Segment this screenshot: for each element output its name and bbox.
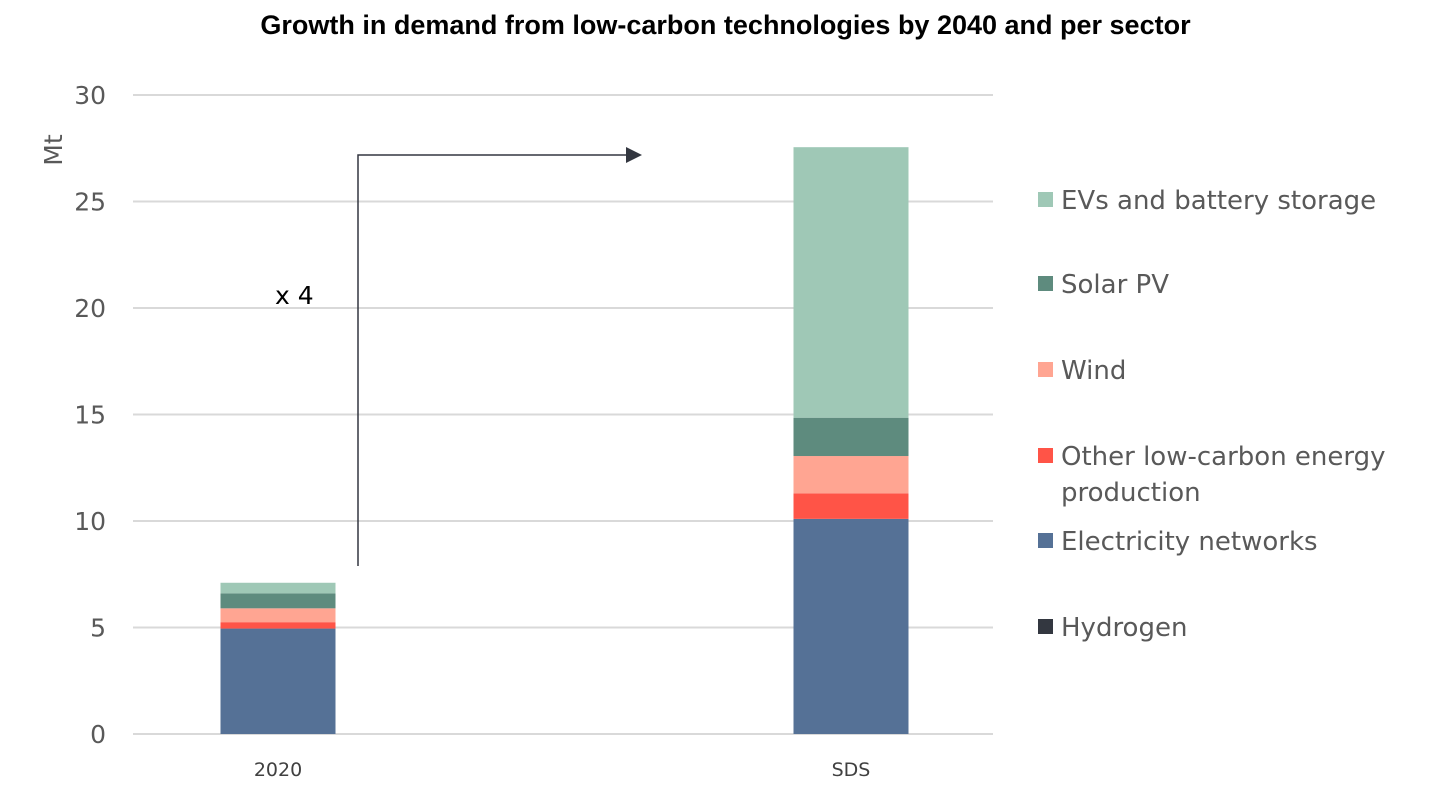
legend-swatch: [1038, 276, 1053, 291]
y-tick-label: 0: [90, 720, 106, 749]
legend-swatch: [1038, 362, 1053, 377]
legend-swatch: [1038, 533, 1053, 548]
legend-label: Hydrogen: [1061, 613, 1187, 643]
legend-label: Other low-carbon energy: [1061, 442, 1386, 472]
growth-annotation: x 4: [275, 281, 314, 310]
legend-label: EVs and battery storage: [1061, 186, 1376, 216]
legend-label: Solar PV: [1061, 270, 1169, 300]
bar-segment: [220, 582, 336, 594]
y-tick-label: 5: [90, 614, 106, 643]
legend-label: production: [1061, 478, 1201, 508]
legend-swatch: [1038, 448, 1053, 463]
chart-title: Growth in demand from low-carbon technol…: [260, 10, 1191, 40]
bar-segment: [220, 593, 336, 609]
y-tick-label: 20: [74, 294, 106, 323]
growth-arrow-head: [626, 147, 642, 163]
bar-segment: [220, 622, 336, 629]
y-tick-label: 10: [74, 507, 106, 536]
y-tick-label: 25: [74, 188, 106, 217]
legend-swatch: [1038, 619, 1053, 634]
y-tick-label: 30: [74, 81, 106, 110]
bar-segment: [793, 147, 909, 418]
y-tick-label: 15: [74, 401, 106, 430]
legend-label: Electricity networks: [1061, 527, 1318, 557]
y-axis-label: Mt: [39, 134, 68, 166]
bar-segment: [793, 518, 909, 734]
bar-segment: [793, 417, 909, 457]
growth-arrow-line: [357, 154, 626, 566]
x-tick-label: SDS: [832, 759, 871, 781]
bar-segment: [220, 608, 336, 623]
legend-label: Wind: [1061, 356, 1126, 386]
bar-segment: [793, 456, 909, 494]
x-tick-label: 2020: [254, 759, 302, 781]
legend-swatch: [1038, 192, 1053, 207]
bar-segment: [793, 493, 909, 519]
bar-segment: [220, 628, 336, 734]
